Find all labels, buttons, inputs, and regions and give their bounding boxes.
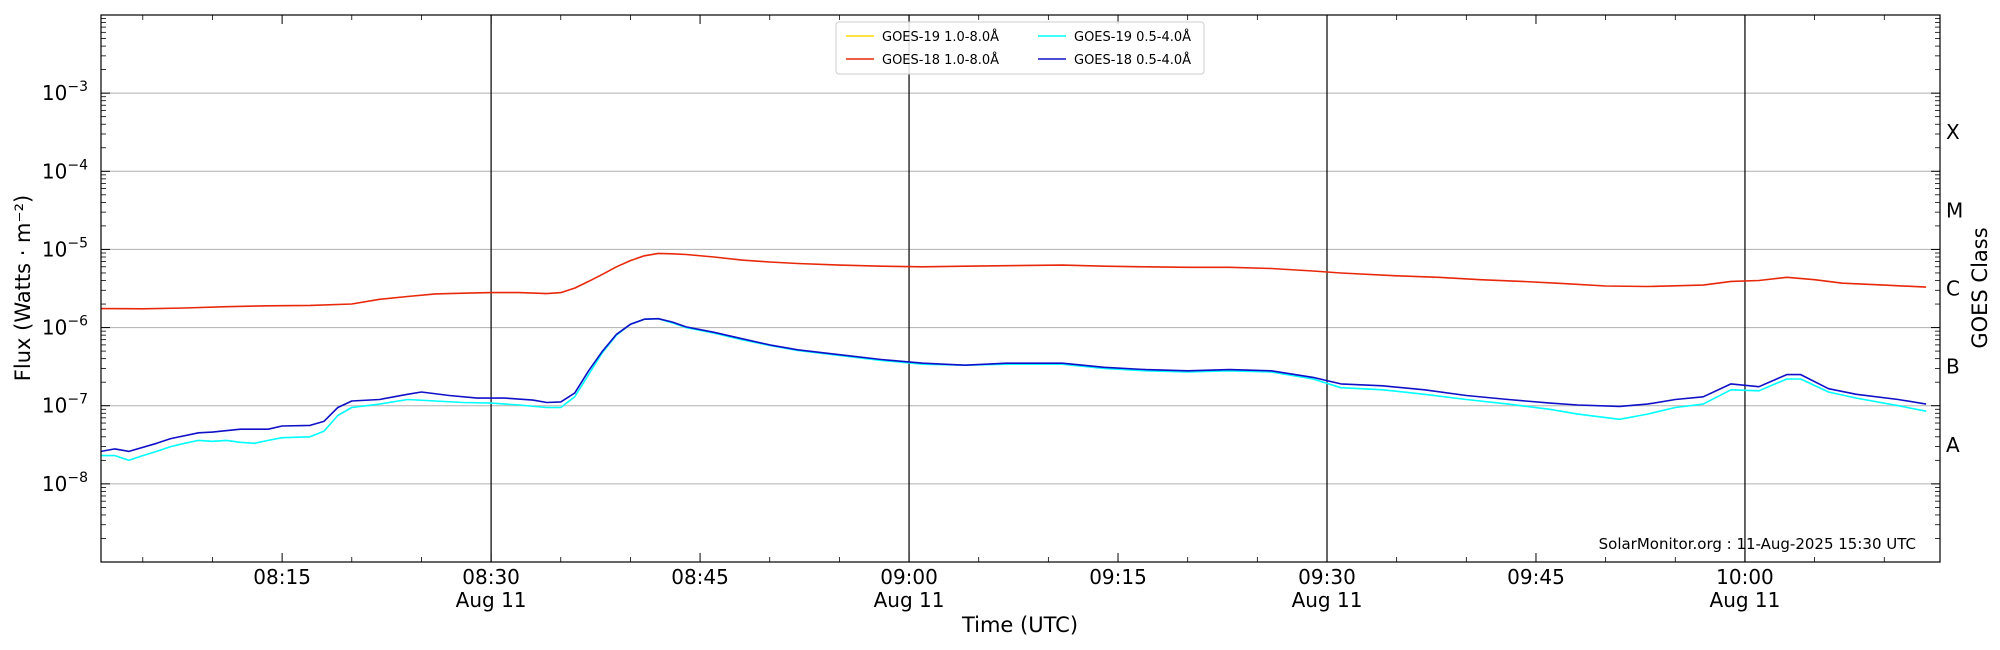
series-line bbox=[100, 252, 1927, 310]
x-tick-date-label: Aug 11 bbox=[1292, 588, 1363, 612]
credit-text: SolarMonitor.org : 11-Aug-2025 15:30 UTC bbox=[1599, 535, 1916, 553]
series-line bbox=[100, 317, 1927, 453]
x-tick-label: 09:30 bbox=[1298, 565, 1356, 589]
plot-frame bbox=[100, 14, 1941, 563]
legend-label: GOES-19 0.5-4.0Å bbox=[1074, 29, 1191, 45]
goes-class-label: M bbox=[1946, 198, 1963, 222]
legend-label: GOES-18 1.0-8.0Å bbox=[882, 52, 999, 68]
x-tick-label: 08:45 bbox=[671, 565, 729, 589]
x-tick-label: 09:00 bbox=[880, 565, 938, 589]
x-tick-date-label: Aug 11 bbox=[874, 588, 945, 612]
x-axis-label: Time (UTC) bbox=[961, 613, 1078, 637]
date-vertical-lines bbox=[490, 15, 1746, 562]
x-tick-date-label: Aug 11 bbox=[1710, 588, 1781, 612]
goes-class-labels: A B C M X bbox=[1946, 120, 1963, 457]
x-tick-label: 10:00 bbox=[1716, 565, 1774, 589]
legend: GOES-19 1.0-8.0Å GOES-18 1.0-8.0Å GOES-19 … bbox=[835, 21, 1205, 75]
legend-box bbox=[835, 21, 1205, 75]
x-tick-label: 08:30 bbox=[462, 565, 520, 589]
x-tick-date-label: Aug 11 bbox=[456, 588, 527, 612]
x-tick-label: 09:45 bbox=[1507, 565, 1565, 589]
goes-class-label: C bbox=[1946, 277, 1960, 301]
series-lines bbox=[100, 252, 1927, 462]
horizontal-gridlines bbox=[101, 92, 1940, 485]
goes-class-label: A bbox=[1946, 433, 1960, 457]
y-axis-label: Flux (Watts · m⁻²) bbox=[11, 195, 35, 381]
legend-label: GOES-18 0.5-4.0Å bbox=[1074, 52, 1191, 68]
x-tick-label: 09:15 bbox=[1089, 565, 1147, 589]
goes-class-label: B bbox=[1946, 355, 1960, 379]
goes-class-label: X bbox=[1946, 120, 1960, 144]
x-tick-label: 08:15 bbox=[253, 565, 311, 589]
goes-class-axis-label: GOES Class bbox=[1968, 227, 1992, 348]
legend-label: GOES-19 1.0-8.0Å bbox=[882, 29, 999, 45]
